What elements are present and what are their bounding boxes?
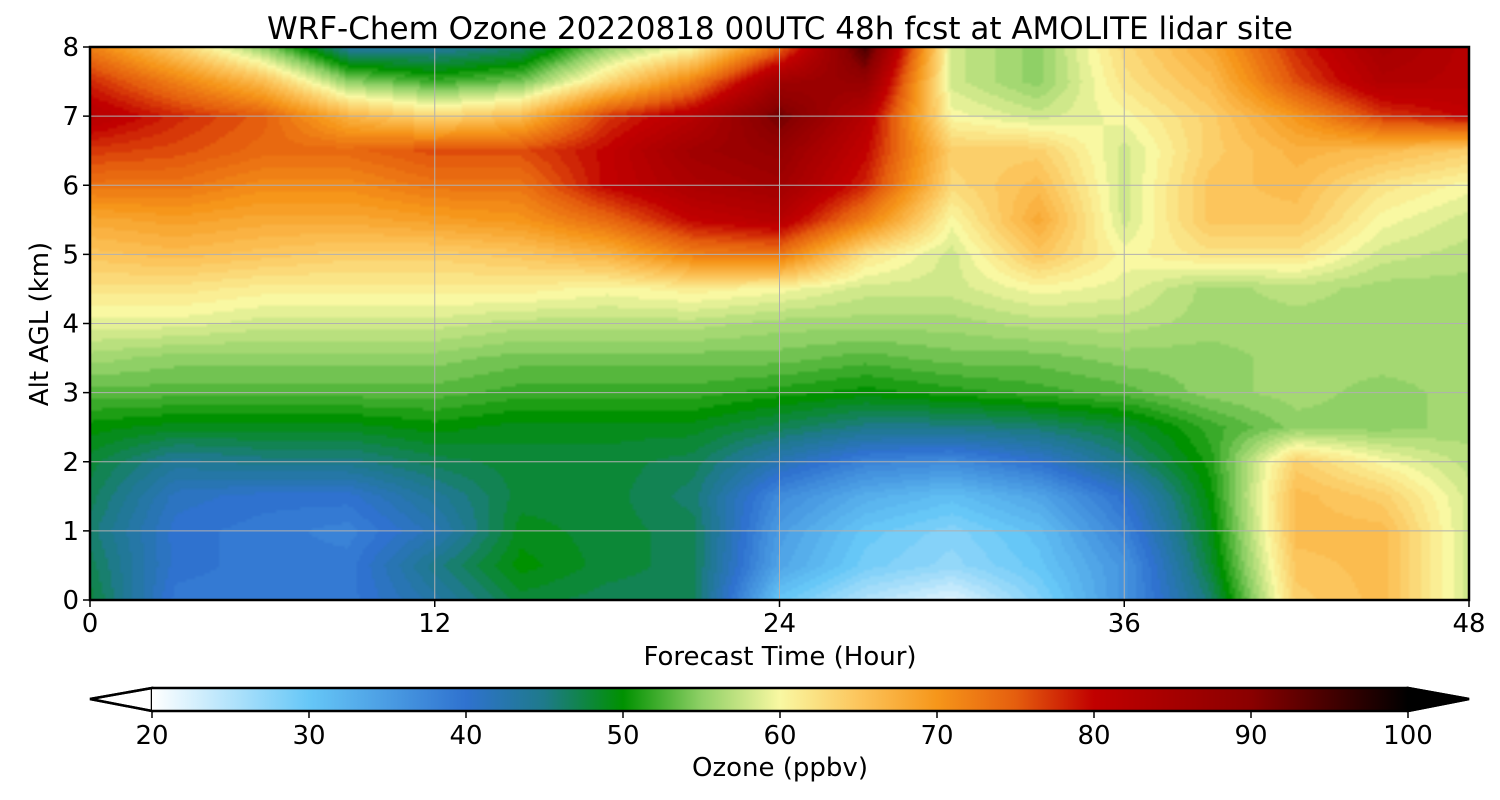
y-tick-label: 2 <box>62 448 79 478</box>
y-tick-label: 7 <box>62 102 79 132</box>
y-tick-label: 8 <box>62 33 79 63</box>
colorbar-label: Ozone (ppbv) <box>692 753 868 783</box>
x-tick-label: 24 <box>763 609 796 639</box>
colorbar-tick-label: 20 <box>135 721 168 751</box>
y-tick-label: 6 <box>62 171 79 201</box>
colorbar-tick-label: 40 <box>449 721 482 751</box>
colorbar-tick-label: 60 <box>763 721 796 751</box>
colorbar-tick-label: 90 <box>1234 721 1267 751</box>
y-axis-ticks: 0 1 2 3 4 5 6 7 8 <box>62 33 90 616</box>
x-tick-label: 0 <box>82 609 99 639</box>
y-tick-label: 3 <box>62 379 79 409</box>
y-tick-label: 1 <box>62 517 79 547</box>
y-tick-label: 5 <box>62 240 79 270</box>
x-axis-ticks: 0 12 24 36 48 <box>82 600 1486 639</box>
colorbar-tick-label: 80 <box>1077 721 1110 751</box>
colorbar-tick-label: 30 <box>292 721 325 751</box>
x-tick-label: 36 <box>1108 609 1141 639</box>
y-tick-label: 4 <box>62 310 79 340</box>
colorbar-extend-high <box>1406 686 1470 713</box>
colorbar-tick-label: 100 <box>1383 721 1433 751</box>
chart-title: WRF-Chem Ozone 20220818 00UTC 48h fcst a… <box>267 11 1293 47</box>
colorbar: 20 30 40 50 60 70 80 90 100 <box>89 686 1470 751</box>
x-tick-label: 12 <box>418 609 451 639</box>
x-tick-label: 48 <box>1452 609 1485 639</box>
colorbar-tick-label: 70 <box>920 721 953 751</box>
y-tick-label: 0 <box>62 586 79 616</box>
y-axis-label: Alt AGL (km) <box>25 242 55 406</box>
colorbar-tick-label: 50 <box>606 721 639 751</box>
colorbar-ticks: 20 30 40 50 60 70 80 90 100 <box>135 711 1433 751</box>
colorbar-body <box>152 688 1408 711</box>
colorbar-extend-low <box>89 686 154 713</box>
x-axis-label: Forecast Time (Hour) <box>643 642 916 672</box>
